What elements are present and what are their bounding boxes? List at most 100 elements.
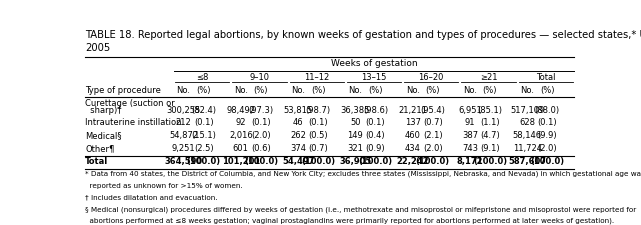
Text: (%): (%) xyxy=(254,86,268,95)
Text: (0.6): (0.6) xyxy=(251,144,271,153)
Text: (%): (%) xyxy=(368,86,383,95)
Text: 91: 91 xyxy=(465,119,475,128)
Text: 13–15: 13–15 xyxy=(362,73,387,82)
Text: 628: 628 xyxy=(519,119,535,128)
Text: 149: 149 xyxy=(347,131,363,140)
Text: (0.5): (0.5) xyxy=(308,131,328,140)
Text: (0.1): (0.1) xyxy=(251,119,271,128)
Text: (100.0): (100.0) xyxy=(415,158,450,166)
Text: (2.0): (2.0) xyxy=(423,144,442,153)
Text: (9.9): (9.9) xyxy=(537,131,557,140)
Text: ≤8: ≤8 xyxy=(196,73,208,82)
Text: 460: 460 xyxy=(404,131,420,140)
Text: (2.0): (2.0) xyxy=(537,144,557,153)
Text: Total: Total xyxy=(536,73,556,82)
Text: (0.9): (0.9) xyxy=(365,144,385,153)
Text: (%): (%) xyxy=(483,86,497,95)
Text: (2.0): (2.0) xyxy=(251,131,271,140)
Text: (0.1): (0.1) xyxy=(365,119,385,128)
Text: 54,872: 54,872 xyxy=(169,131,198,140)
Text: 2,016: 2,016 xyxy=(229,131,253,140)
Text: 54,497: 54,497 xyxy=(282,158,314,166)
Text: 374: 374 xyxy=(290,144,306,153)
Text: 601: 601 xyxy=(233,144,249,153)
Text: (82.4): (82.4) xyxy=(191,106,216,115)
Text: 9–10: 9–10 xyxy=(249,73,269,82)
Text: 300,255: 300,255 xyxy=(167,106,201,115)
Text: 46: 46 xyxy=(293,119,303,128)
Text: (%): (%) xyxy=(540,86,554,95)
Text: (100.0): (100.0) xyxy=(301,158,335,166)
Text: (98.6): (98.6) xyxy=(363,106,388,115)
Text: (9.1): (9.1) xyxy=(480,144,500,153)
Text: 36,905: 36,905 xyxy=(339,158,372,166)
Text: 743: 743 xyxy=(462,144,478,153)
Text: Type of procedure: Type of procedure xyxy=(85,86,161,95)
Text: (2.5): (2.5) xyxy=(194,144,213,153)
Text: (95.4): (95.4) xyxy=(420,106,445,115)
Text: No.: No. xyxy=(291,86,305,95)
Text: No.: No. xyxy=(234,86,248,95)
Text: (100.0): (100.0) xyxy=(358,158,392,166)
Text: sharp)†: sharp)† xyxy=(85,106,122,115)
Text: (15.1): (15.1) xyxy=(191,131,216,140)
Text: (100.0): (100.0) xyxy=(187,158,221,166)
Text: † Includes dilatation and evacuation.: † Includes dilatation and evacuation. xyxy=(85,194,217,200)
Text: 212: 212 xyxy=(176,119,192,128)
Text: 8,172: 8,172 xyxy=(456,158,483,166)
Text: 137: 137 xyxy=(404,119,420,128)
Text: (100.0): (100.0) xyxy=(473,158,507,166)
Text: Other¶: Other¶ xyxy=(85,144,115,153)
Text: 22,242: 22,242 xyxy=(396,158,429,166)
Text: (1.1): (1.1) xyxy=(480,119,500,128)
Text: reported as unknown for >15% of women.: reported as unknown for >15% of women. xyxy=(85,182,243,189)
Text: Intrauterine instillation: Intrauterine instillation xyxy=(85,119,181,128)
Text: 92: 92 xyxy=(235,119,246,128)
Text: (85.1): (85.1) xyxy=(478,106,503,115)
Text: (%): (%) xyxy=(426,86,440,95)
Text: (0.7): (0.7) xyxy=(423,119,442,128)
Text: (0.1): (0.1) xyxy=(537,119,557,128)
Text: 517,109: 517,109 xyxy=(510,106,544,115)
Text: (88.0): (88.0) xyxy=(535,106,560,115)
Text: 321: 321 xyxy=(347,144,363,153)
Text: 6,951: 6,951 xyxy=(458,106,482,115)
Text: 434: 434 xyxy=(404,144,420,153)
Text: § Medical (nonsurgical) procedures differed by weeks of gestation (i.e., methotr: § Medical (nonsurgical) procedures diffe… xyxy=(85,206,637,213)
Text: 58,146: 58,146 xyxy=(513,131,542,140)
Text: 53,815: 53,815 xyxy=(283,106,313,115)
Text: No.: No. xyxy=(520,86,534,95)
Text: Total: Total xyxy=(85,158,108,166)
Text: No.: No. xyxy=(463,86,477,95)
Text: 11,724: 11,724 xyxy=(513,144,542,153)
Text: (97.3): (97.3) xyxy=(248,106,274,115)
Text: 101,201: 101,201 xyxy=(222,158,260,166)
Text: 364,590: 364,590 xyxy=(165,158,203,166)
Text: TABLE 18. Reported legal abortions, by known weeks of gestation and types of pro: TABLE 18. Reported legal abortions, by k… xyxy=(85,30,641,53)
Text: 587,607: 587,607 xyxy=(508,158,546,166)
Text: 387: 387 xyxy=(462,131,478,140)
Text: ≥21: ≥21 xyxy=(479,73,497,82)
Text: No.: No. xyxy=(348,86,362,95)
Text: 11–12: 11–12 xyxy=(304,73,329,82)
Text: No.: No. xyxy=(406,86,420,95)
Text: (100.0): (100.0) xyxy=(530,158,564,166)
Text: (0.1): (0.1) xyxy=(308,119,328,128)
Text: * Data from 40 states, the District of Columbia, and New York City; excludes thr: * Data from 40 states, the District of C… xyxy=(85,171,641,177)
Text: 21,211: 21,211 xyxy=(398,106,427,115)
Text: 9,251: 9,251 xyxy=(172,144,196,153)
Text: (4.7): (4.7) xyxy=(480,131,500,140)
Text: 262: 262 xyxy=(290,131,306,140)
Text: (100.0): (100.0) xyxy=(244,158,278,166)
Text: (%): (%) xyxy=(196,86,211,95)
Text: (98.7): (98.7) xyxy=(306,106,331,115)
Text: (2.1): (2.1) xyxy=(423,131,442,140)
Text: Curettage (suction or: Curettage (suction or xyxy=(85,99,175,108)
Text: (%): (%) xyxy=(311,86,326,95)
Text: Medical§: Medical§ xyxy=(85,131,122,140)
Text: (0.4): (0.4) xyxy=(365,131,385,140)
Text: (0.1): (0.1) xyxy=(194,119,213,128)
Text: 36,385: 36,385 xyxy=(340,106,370,115)
Text: No.: No. xyxy=(176,86,190,95)
Text: Weeks of gestation: Weeks of gestation xyxy=(331,59,417,68)
